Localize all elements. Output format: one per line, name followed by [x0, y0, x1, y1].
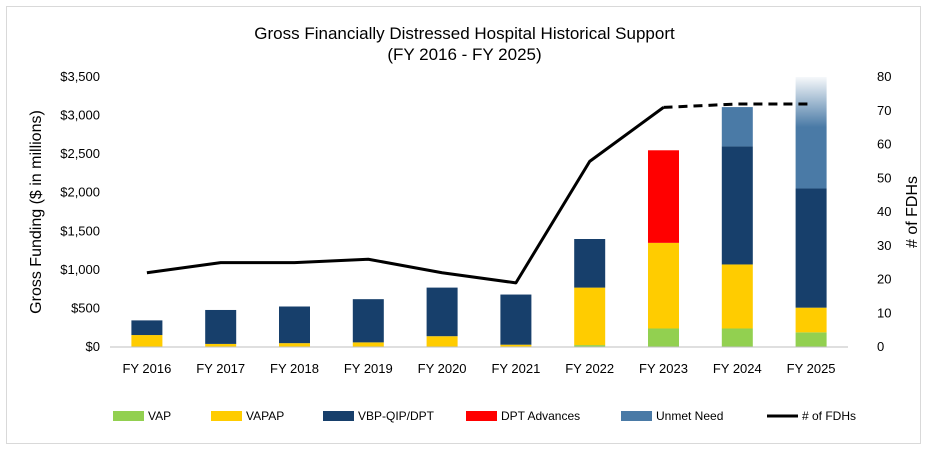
x-tick-label: FY 2016: [122, 361, 171, 376]
y-tick-label: $3,500: [60, 69, 100, 84]
bar-vbp-qip-dpt-fy-2019: [352, 299, 384, 343]
fdh-line-dashed: [663, 102, 812, 109]
legend-swatch-vbp-qip-dpt: [323, 411, 354, 421]
legend: VAP VAPAP VBP-QIP/DPT DPT Advances Unmet Nee…: [113, 409, 856, 423]
bar-vbp-qip-dpt-fy-2024: [721, 146, 753, 265]
bar-vap-fy-2022: [574, 345, 606, 347]
fdh-line-layer: [146, 102, 812, 285]
bar-vapap-fy-2020: [426, 336, 458, 347]
bar-vapap-fy-2022: [574, 287, 606, 346]
y2-axis-title: # of FDHs: [904, 176, 921, 248]
y-tick-label: $500: [71, 300, 100, 315]
bar-vbp-qip-dpt-fy-2018: [279, 306, 310, 344]
bars-layer: [131, 77, 827, 347]
bar-vapap-fy-2018: [279, 343, 310, 347]
y2-tick-label: 60: [877, 137, 891, 152]
bar-vapap-fy-2023: [648, 242, 679, 329]
bar-vapap-fy-2021: [500, 344, 532, 347]
y-tick-label: $0: [86, 339, 100, 354]
y2-tick-label: 70: [877, 103, 891, 118]
y2-tick-label: 0: [877, 339, 884, 354]
x-tick-label: FY 2023: [639, 361, 688, 376]
bar-vapap-fy-2019: [352, 342, 384, 347]
x-tick-label: FY 2024: [713, 361, 762, 376]
y2-tick-label: 80: [877, 69, 891, 84]
legend-label-unmet-need: Unmet Need: [656, 409, 723, 423]
x-tick-label: FY 2017: [196, 361, 245, 376]
x-tick-label: FY 2021: [491, 361, 540, 376]
y-tick-label: $3,000: [60, 108, 100, 123]
legend-label-vbp-qip-dpt: VBP-QIP/DPT: [358, 409, 435, 423]
bar-vap-fy-2024: [721, 328, 753, 347]
bar-dpt-advances-fy-2023: [648, 150, 679, 243]
y2-tick-label: 30: [877, 238, 891, 253]
y2-tick-label: 50: [877, 170, 891, 185]
y2-tick-label: 20: [877, 272, 891, 287]
y2-tick-label: 40: [877, 204, 891, 219]
bar-vapap-fy-2017: [205, 343, 237, 347]
bar-vbp-qip-dpt-fy-2017: [205, 309, 237, 344]
bar-vbp-qip-dpt-fy-2016: [131, 320, 163, 336]
y-tick-label: $1,500: [60, 223, 100, 238]
legend-label-fdhs: # of FDHs: [802, 409, 856, 423]
legend-label-vapap: VAPAP: [246, 409, 284, 423]
bar-vap-fy-2025: [795, 332, 827, 347]
axes-layer: $0 $500 $1,000 $1,500 $2,000 $2,500 $3,000 $3,5…: [28, 69, 921, 376]
bar-unmet-need-fy-2024: [721, 107, 753, 147]
chart-frame: [6, 6, 921, 444]
bar-vbp-qip-dpt-fy-2022: [574, 239, 606, 288]
legend-label-dpt-advances: DPT Advances: [501, 409, 580, 423]
x-tick-label: FY 2020: [418, 361, 467, 376]
bar-vapap-fy-2016: [131, 335, 163, 347]
legend-swatch-dpt-advances: [466, 411, 497, 421]
y-tick-label: $1,000: [60, 262, 100, 277]
x-tick-label: FY 2022: [565, 361, 614, 376]
y-axis-title: Gross Funding ($ in millions): [28, 110, 45, 314]
bar-vapap-fy-2024: [721, 264, 753, 329]
legend-swatch-vap: [113, 411, 144, 421]
legend-swatch-unmet-need: [621, 411, 652, 421]
legend-label-vap: VAP: [148, 409, 171, 423]
bar-vap-fy-2023: [648, 328, 679, 347]
y-tick-label: $2,500: [60, 146, 100, 161]
fdh-line-solid: [146, 106, 665, 285]
bar-vbp-qip-dpt-fy-2025: [795, 188, 827, 308]
bar-vbp-qip-dpt-fy-2020: [426, 287, 458, 337]
y-tick-label: $2,000: [60, 185, 100, 200]
x-tick-label: FY 2025: [787, 361, 836, 376]
bar-unmet-need-fy-2025: [795, 77, 827, 189]
legend-swatch-vapap: [211, 411, 242, 421]
x-tick-label: FY 2018: [270, 361, 319, 376]
chart-subtitle: (FY 2016 - FY 2025): [387, 45, 542, 64]
bar-vapap-fy-2025: [795, 307, 827, 333]
y2-tick-label: 10: [877, 305, 891, 320]
x-tick-label: FY 2019: [344, 361, 393, 376]
bar-vbp-qip-dpt-fy-2021: [500, 294, 532, 345]
chart-title: Gross Financially Distressed Hospital Hi…: [254, 24, 675, 43]
